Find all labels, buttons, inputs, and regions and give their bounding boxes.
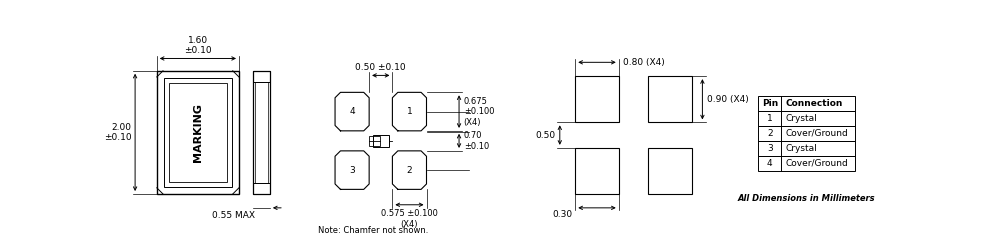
Bar bbox=[252, 183, 270, 194]
Text: Pin: Pin bbox=[761, 99, 778, 108]
Text: 1: 1 bbox=[407, 107, 413, 116]
Bar bbox=[576, 76, 618, 122]
Text: 4: 4 bbox=[349, 107, 355, 116]
Text: 1: 1 bbox=[767, 114, 772, 123]
Text: 0.50: 0.50 bbox=[535, 131, 556, 140]
Bar bbox=[648, 76, 692, 122]
Bar bbox=[648, 148, 692, 194]
Text: 2.00
±0.10: 2.00 ±0.10 bbox=[103, 123, 131, 142]
Text: 0.80 (X4): 0.80 (X4) bbox=[623, 58, 665, 67]
Text: Cover/Ground: Cover/Ground bbox=[785, 129, 848, 138]
Bar bbox=[255, 82, 267, 183]
Text: 0.30: 0.30 bbox=[552, 210, 573, 219]
Text: 2: 2 bbox=[767, 129, 772, 138]
Bar bbox=[157, 71, 239, 194]
Bar bbox=[369, 136, 380, 146]
Bar bbox=[164, 78, 232, 187]
Text: Note: Chamfer not shown.: Note: Chamfer not shown. bbox=[318, 226, 428, 235]
Bar bbox=[758, 111, 855, 126]
Bar bbox=[758, 156, 855, 171]
Text: Crystal: Crystal bbox=[785, 114, 817, 123]
Bar bbox=[758, 126, 855, 141]
Text: 2: 2 bbox=[407, 166, 413, 175]
Bar bbox=[576, 148, 618, 194]
Bar bbox=[758, 96, 855, 111]
Text: 0.50 ±0.10: 0.50 ±0.10 bbox=[356, 63, 407, 72]
Bar bbox=[252, 71, 270, 194]
Text: Crystal: Crystal bbox=[785, 144, 817, 153]
Bar bbox=[252, 71, 270, 82]
Text: MARKING: MARKING bbox=[193, 103, 203, 162]
Text: 4: 4 bbox=[767, 159, 772, 168]
Bar bbox=[169, 83, 227, 182]
Text: 3: 3 bbox=[349, 166, 355, 175]
Text: 0.55 MAX: 0.55 MAX bbox=[212, 211, 255, 220]
Text: 1.60
±0.10: 1.60 ±0.10 bbox=[184, 36, 212, 55]
Text: 0.675
±0.100
(X4): 0.675 ±0.100 (X4) bbox=[463, 97, 494, 127]
Text: All Dimensions in Millimeters: All Dimensions in Millimeters bbox=[738, 194, 875, 203]
Bar bbox=[758, 141, 855, 156]
Text: Cover/Ground: Cover/Ground bbox=[785, 159, 848, 168]
Text: 3: 3 bbox=[767, 144, 772, 153]
Bar bbox=[373, 135, 389, 147]
Text: 0.90 (X4): 0.90 (X4) bbox=[707, 95, 748, 104]
Text: 0.70
±0.10: 0.70 ±0.10 bbox=[463, 131, 489, 150]
Text: Connection: Connection bbox=[785, 99, 843, 108]
Text: 0.575 ±0.100
(X4): 0.575 ±0.100 (X4) bbox=[381, 210, 438, 229]
